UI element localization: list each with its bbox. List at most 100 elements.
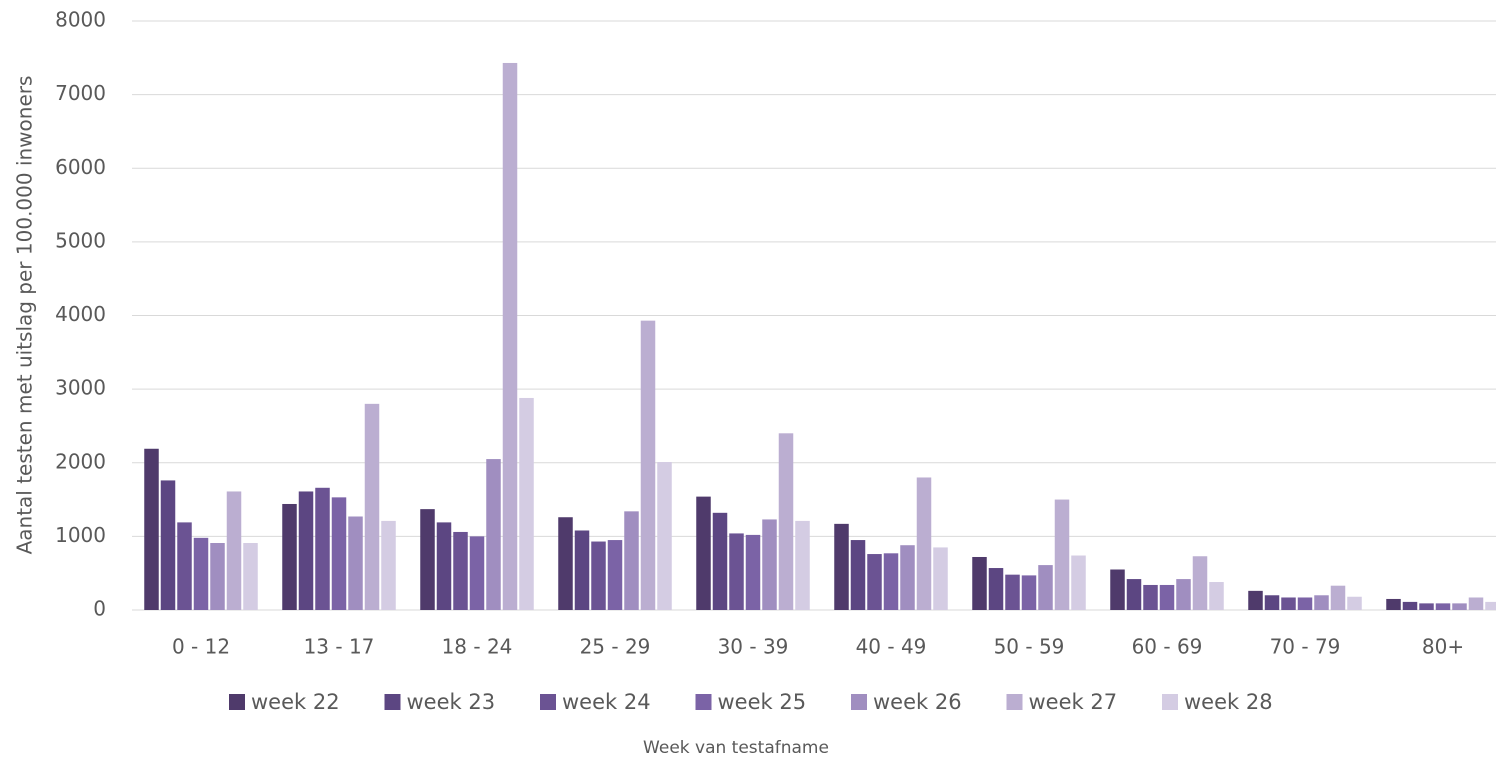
bar — [1071, 555, 1086, 610]
bar — [469, 536, 485, 610]
bar — [226, 491, 242, 610]
bar — [1419, 603, 1434, 610]
bar — [1468, 597, 1484, 610]
x-tick-label: 18 - 24 — [442, 635, 513, 659]
bar — [436, 522, 452, 610]
bar — [933, 547, 948, 610]
bar — [574, 530, 590, 610]
legend-swatch — [540, 694, 556, 710]
bar — [916, 477, 932, 610]
bar — [591, 541, 606, 610]
bar — [696, 496, 711, 610]
bar — [624, 511, 639, 610]
legend-label: week 25 — [718, 690, 807, 714]
bar — [558, 517, 573, 610]
bar — [1435, 603, 1451, 610]
bar — [883, 553, 899, 610]
bar — [1038, 565, 1053, 610]
x-tick-label: 0 - 12 — [172, 635, 230, 659]
legend-swatch — [1162, 694, 1178, 710]
bar — [1159, 584, 1175, 610]
legend-label: week 27 — [1029, 690, 1118, 714]
bar — [1176, 579, 1191, 610]
bar — [1485, 601, 1496, 610]
bar — [762, 519, 777, 610]
bar — [640, 320, 656, 610]
x-tick-label: 30 - 39 — [718, 635, 789, 659]
bar — [315, 487, 330, 610]
bar — [867, 554, 882, 610]
bar — [1452, 603, 1467, 610]
bar — [1281, 597, 1296, 610]
bar — [834, 523, 849, 610]
bar — [745, 534, 761, 610]
x-tick-label: 80+ — [1422, 635, 1464, 659]
legend-swatch — [695, 694, 712, 710]
bar — [364, 403, 380, 610]
bar — [850, 540, 866, 610]
legend-swatch — [1006, 694, 1023, 710]
x-tick-label: 50 - 59 — [994, 635, 1065, 659]
y-tick-label: 2000 — [55, 449, 106, 473]
bar — [988, 568, 1004, 610]
x-tick-label: 13 - 17 — [304, 635, 375, 659]
bar — [348, 516, 363, 610]
bar — [972, 556, 987, 610]
bar — [795, 520, 810, 610]
bar — [193, 537, 209, 610]
legend-label: week 23 — [407, 690, 496, 714]
legend-swatch — [384, 694, 401, 710]
y-tick-label: 3000 — [55, 376, 106, 400]
bar — [1386, 598, 1401, 610]
bar — [1143, 584, 1158, 610]
y-tick-label: 4000 — [55, 302, 106, 326]
bar — [486, 459, 501, 610]
bar — [1021, 575, 1037, 610]
y-tick-label: 5000 — [55, 228, 106, 252]
bar — [729, 533, 744, 610]
x-axis-label: Week van testafname — [643, 738, 829, 758]
x-tick-label: 70 - 79 — [1270, 635, 1341, 659]
bar — [1314, 595, 1329, 610]
legend-swatch — [229, 694, 245, 710]
bar — [210, 543, 225, 610]
legend-label: week 28 — [1184, 690, 1273, 714]
legend-label: week 26 — [873, 690, 962, 714]
bar — [778, 433, 794, 610]
bar — [1402, 601, 1418, 610]
legend-label: week 22 — [251, 690, 340, 714]
bar — [1248, 590, 1263, 610]
y-tick-label: 8000 — [55, 8, 106, 32]
bar — [1330, 585, 1346, 610]
bar — [712, 512, 728, 610]
bar — [900, 545, 915, 610]
bar — [420, 509, 435, 610]
bar — [331, 497, 347, 610]
bar — [144, 448, 159, 610]
bar — [1126, 579, 1142, 610]
bar — [1264, 595, 1280, 610]
bar — [519, 397, 534, 610]
legend-swatch — [851, 694, 867, 710]
bar — [657, 462, 672, 610]
y-tick-label: 7000 — [55, 81, 106, 105]
legend-label: week 24 — [562, 690, 651, 714]
bar — [1192, 556, 1208, 610]
bar — [160, 480, 176, 610]
bar — [381, 520, 396, 610]
bar — [1054, 499, 1070, 610]
y-tick-label: 0 — [93, 597, 106, 621]
bar — [282, 503, 297, 610]
y-tick-label: 6000 — [55, 155, 106, 179]
bar — [502, 62, 518, 611]
y-tick-label: 1000 — [55, 523, 106, 547]
bar — [243, 543, 258, 610]
bar — [1297, 597, 1313, 610]
x-tick-label: 60 - 69 — [1132, 635, 1203, 659]
x-tick-label: 40 - 49 — [856, 635, 927, 659]
bar — [1110, 569, 1125, 610]
bar — [1347, 596, 1362, 610]
y-axis-label: Aantal testen met uitslag per 100.000 in… — [13, 76, 37, 555]
x-tick-label: 25 - 29 — [580, 635, 651, 659]
